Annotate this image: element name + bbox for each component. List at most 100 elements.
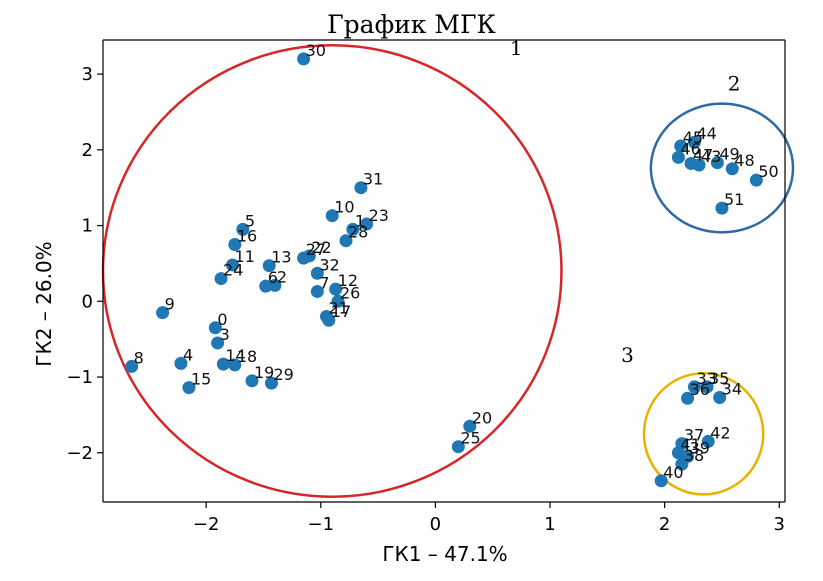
x-tick-label: −1: [308, 514, 335, 535]
cluster-label-1: 1: [510, 36, 523, 60]
data-point-15: [182, 381, 196, 395]
data-point-label-9: 9: [165, 295, 175, 314]
data-point-16: [228, 237, 242, 251]
data-point-label-3: 3: [220, 325, 230, 344]
data-point-label-5: 5: [245, 211, 255, 230]
data-point-label-48: 48: [734, 151, 754, 170]
data-point-label-45: 45: [683, 128, 703, 147]
data-point-label-4: 4: [183, 345, 193, 364]
data-point-label-18: 18: [237, 347, 257, 366]
data-point-34: [713, 390, 727, 404]
data-point-35: [700, 380, 714, 394]
data-point-label-31: 31: [363, 170, 383, 189]
data-point-51: [715, 201, 729, 215]
data-point-7: [310, 284, 324, 298]
y-tick-label: −2: [66, 443, 93, 464]
data-point-21: [320, 309, 334, 323]
data-point-0: [208, 321, 222, 335]
data-point-label-34: 34: [722, 379, 742, 398]
data-point-25: [451, 440, 465, 454]
data-point-46: [671, 150, 685, 164]
data-point-label-28: 28: [348, 223, 368, 242]
data-point-48: [725, 162, 739, 176]
x-tick-label: 0: [430, 514, 441, 535]
y-tick-label: 1: [82, 216, 93, 237]
chart-title: График МГК: [327, 10, 496, 39]
data-point-label-19: 19: [254, 363, 274, 382]
data-point-label-36: 36: [690, 380, 710, 399]
data-point-label-46: 46: [680, 139, 700, 158]
data-point-label-38: 38: [684, 446, 704, 465]
data-point-label-7: 7: [319, 273, 329, 292]
y-tick-label: 0: [82, 291, 93, 312]
data-point-13: [262, 259, 276, 273]
cluster-label-3: 3: [621, 343, 634, 367]
data-point-26: [331, 294, 345, 308]
data-point-19: [245, 374, 259, 388]
data-point-41: [671, 446, 685, 460]
data-point-49: [710, 156, 724, 170]
x-tick-label: 2: [659, 514, 670, 535]
data-point-33: [687, 380, 701, 394]
data-point-label-49: 49: [719, 145, 739, 164]
x-tick-label: 1: [544, 514, 555, 535]
data-point-label-35: 35: [709, 369, 729, 388]
data-point-label-21: 21: [329, 298, 349, 317]
data-point-10: [325, 209, 339, 223]
data-point-label-22: 22: [311, 238, 331, 257]
data-point-label-2: 2: [277, 267, 287, 286]
data-point-label-39: 39: [690, 439, 710, 458]
data-point-label-43: 43: [701, 147, 721, 166]
data-point-50: [749, 173, 763, 187]
scatter-points: [125, 52, 763, 488]
cluster-ellipse-2: [649, 102, 795, 234]
data-point-44: [687, 135, 701, 149]
data-point-45: [674, 139, 688, 153]
y-tick-label: 2: [82, 140, 93, 161]
data-point-8: [125, 359, 139, 373]
data-point-11: [226, 258, 240, 272]
data-point-label-8: 8: [134, 348, 144, 367]
data-point-label-17: 17: [331, 302, 351, 321]
data-point-23: [360, 217, 374, 231]
data-point-label-20: 20: [472, 408, 492, 427]
data-point-24: [214, 272, 228, 286]
data-point-label-42: 42: [710, 423, 730, 442]
data-point-label-16: 16: [237, 226, 257, 245]
cluster-label-2: 2: [728, 72, 741, 96]
data-point-18: [228, 358, 242, 372]
data-point-label-11: 11: [235, 247, 255, 266]
data-point-label-40: 40: [663, 463, 683, 482]
data-point-label-41: 41: [680, 435, 700, 454]
data-point-label-24: 24: [223, 261, 243, 280]
x-axis-label: ГК1 – 47.1%: [382, 542, 508, 566]
data-point-47: [684, 156, 698, 170]
x-tick-label: 3: [774, 514, 785, 535]
data-point-30: [297, 52, 311, 66]
data-point-32: [310, 266, 324, 280]
data-point-label-44: 44: [696, 124, 716, 143]
data-point-label-30: 30: [306, 41, 326, 60]
data-point-5: [236, 222, 250, 236]
data-point-label-26: 26: [340, 283, 360, 302]
data-point-label-50: 50: [758, 162, 778, 181]
data-point-label-27: 27: [306, 240, 326, 259]
data-point-12: [329, 282, 343, 296]
data-point-6: [259, 279, 273, 293]
data-point-label-23: 23: [369, 206, 389, 225]
data-point-4: [174, 356, 188, 370]
data-point-9: [156, 306, 170, 320]
data-point-42: [701, 434, 715, 448]
data-point-3: [211, 336, 225, 350]
data-point-label-13: 13: [271, 248, 291, 267]
data-point-29: [264, 376, 278, 390]
y-tick-label: 3: [82, 64, 93, 85]
data-point-label-0: 0: [217, 310, 227, 329]
data-point-28: [339, 234, 353, 248]
data-point-label-15: 15: [191, 370, 211, 389]
cluster-ellipse-3: [642, 371, 765, 496]
data-point-label-47: 47: [693, 145, 713, 164]
